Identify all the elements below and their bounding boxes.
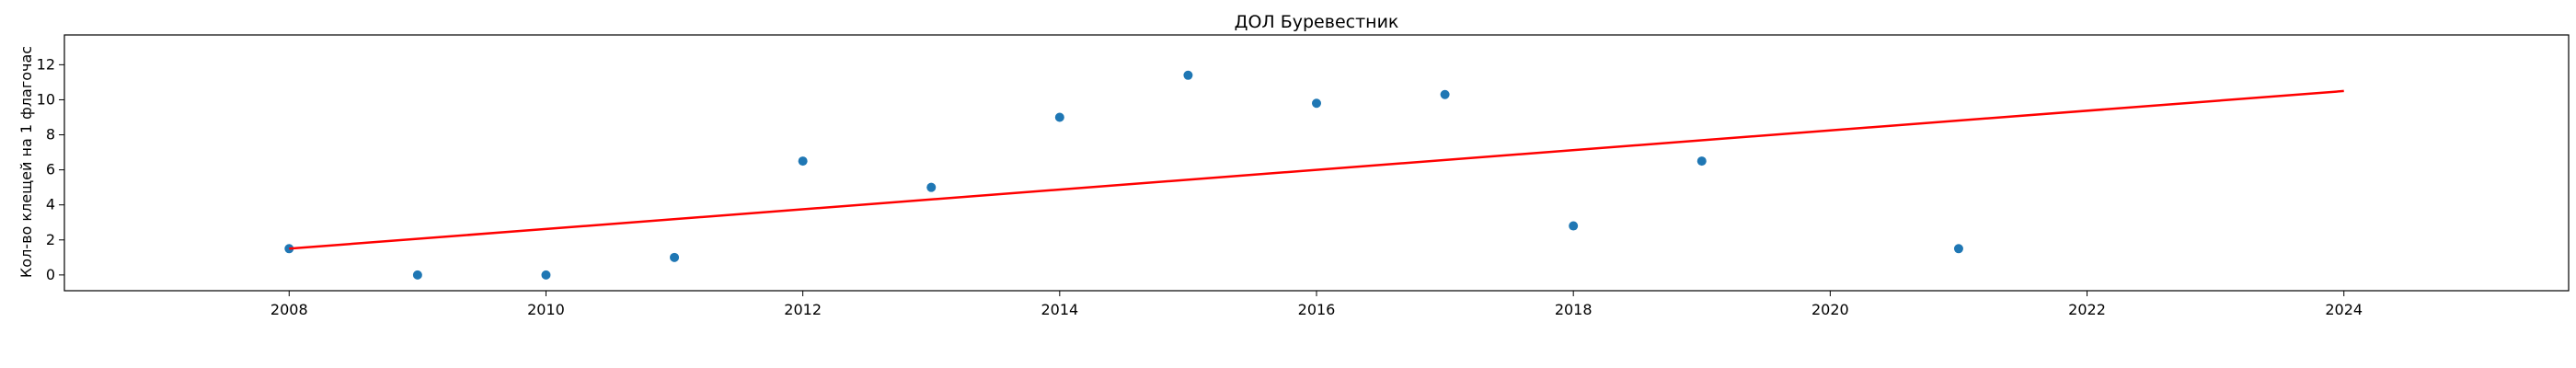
x-tick-label: 2014 xyxy=(1041,301,1078,318)
y-tick-label: 10 xyxy=(37,90,55,108)
x-tick-label: 2020 xyxy=(1811,301,1849,318)
data-point xyxy=(541,270,551,280)
data-point xyxy=(1054,112,1064,122)
data-point xyxy=(1312,98,1321,109)
data-point xyxy=(1183,70,1193,80)
x-tick-label: 2012 xyxy=(784,301,822,318)
x-tick-label: 2016 xyxy=(1298,301,1336,318)
y-tick-label: 6 xyxy=(46,161,55,178)
data-point xyxy=(1696,156,1707,167)
y-axis-title: Кол-во клещей на 1 флагочас xyxy=(17,46,35,278)
data-point xyxy=(670,252,680,262)
x-tick-label: 2022 xyxy=(2068,301,2106,318)
data-point xyxy=(1440,89,1450,99)
y-tick-label: 12 xyxy=(37,55,55,73)
y-tick-label: 0 xyxy=(46,266,55,283)
data-point xyxy=(1569,221,1579,231)
plot-area: 2008 2010 2012 2014 2016 2018 2020 2022 2024 0 2 4 6… xyxy=(37,34,2570,318)
chart-title: ДОЛ Буревестник xyxy=(1235,12,1399,32)
data-point xyxy=(798,156,808,167)
data-point xyxy=(412,270,422,280)
x-tick-label: 2010 xyxy=(527,301,565,318)
x-tick-label: 2018 xyxy=(1555,301,1593,318)
y-tick-label: 2 xyxy=(46,231,55,248)
x-tick-label: 2024 xyxy=(2325,301,2363,318)
y-tick-label: 4 xyxy=(46,196,55,213)
x-tick-label: 2008 xyxy=(270,301,308,318)
y-tick-label: 8 xyxy=(46,126,55,144)
trend-line xyxy=(289,89,2344,250)
data-point xyxy=(926,182,937,192)
data-point xyxy=(1953,244,1963,254)
